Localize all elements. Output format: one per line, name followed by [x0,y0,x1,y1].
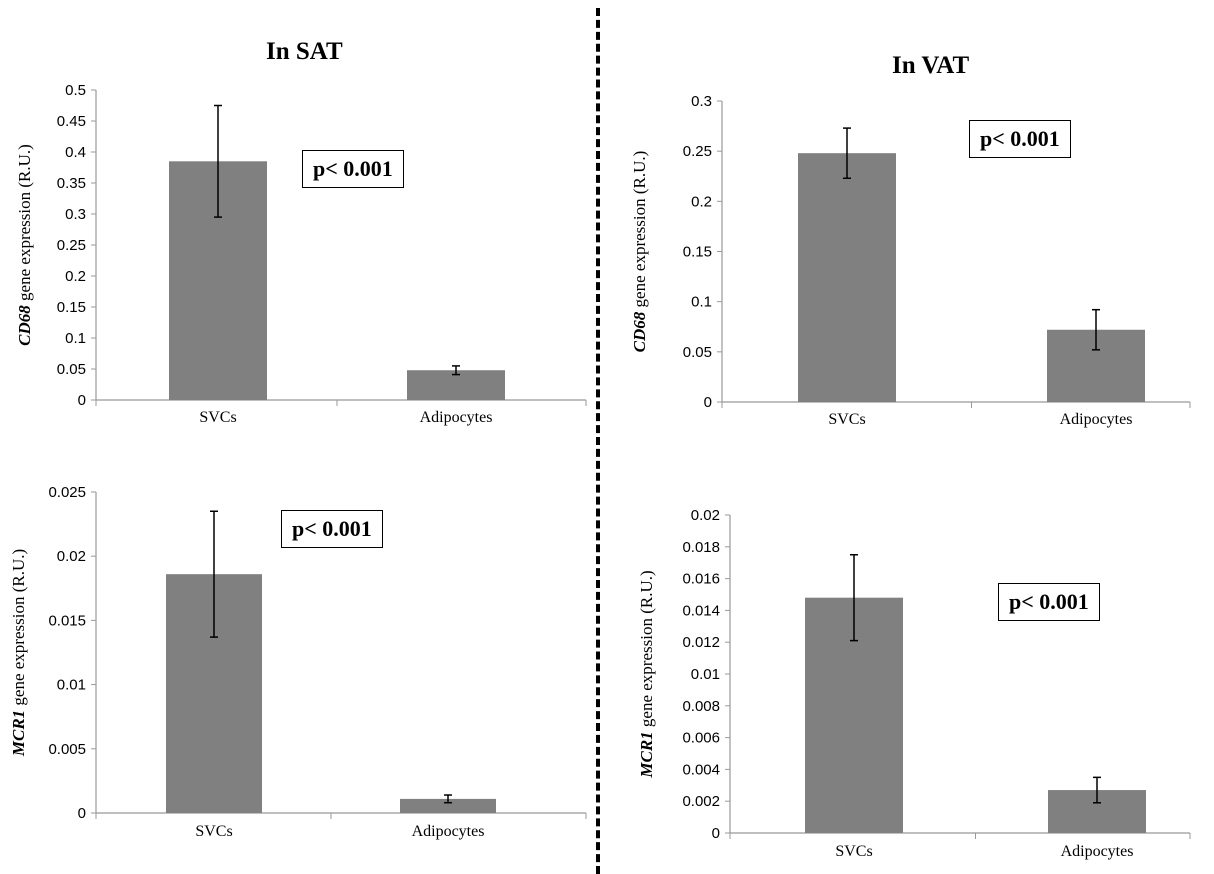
p-value-box-sat-mcr1: p< 0.001 [281,510,383,548]
y-tick-label: 0.016 [682,571,720,588]
y-tick-label: 0.45 [57,113,86,130]
y-tick-label: 0.004 [682,761,720,778]
y-tick-label: 0.018 [682,539,720,556]
y-tick-label: 0.3 [65,206,86,223]
y-tick-label: 0.35 [57,175,86,192]
y-tick-label: 0.025 [48,484,86,501]
category-label: Adipocytes [1060,411,1133,428]
y-axis-label: CD68 gene expression (R.U.) [15,144,34,346]
bar-adipocytes [400,798,496,813]
y-tick-label: 0.012 [682,634,720,651]
y-tick-label: 0 [78,805,86,822]
p-value-box-vat-cd68: p< 0.001 [969,120,1071,158]
y-tick-label: 0.3 [691,93,712,110]
y-axis-label-gene: CD68 [15,305,34,346]
y-tick-label: 0 [712,825,720,842]
y-axis-label-gene: MCR1 [9,710,28,757]
category-label: SVCs [835,843,872,860]
y-axis-label-gene: MCR1 [637,731,656,778]
y-tick-label: 0.02 [691,507,720,524]
y-tick-label: 0.05 [683,344,712,361]
y-tick-label: 0.015 [48,612,86,629]
y-axis-label-rest: gene expression (R.U.) [15,144,34,305]
y-tick-label: 0.014 [682,602,720,619]
y-axis-label-gene: CD68 [630,311,649,352]
y-tick-label: 0.25 [683,143,712,160]
category-label: SVCs [199,409,236,426]
y-axis-label-rest: gene expression (R.U.) [637,570,656,731]
y-tick-label: 0.01 [57,677,86,694]
y-tick-label: 0.1 [65,330,86,347]
y-tick-label: 0.002 [682,793,720,810]
y-axis-label-rest: gene expression (R.U.) [9,549,28,710]
y-axis-label-rest: gene expression (R.U.) [630,151,649,312]
y-tick-label: 0.15 [683,244,712,261]
y-tick-label: 0 [78,392,86,409]
y-tick-label: 0.05 [57,361,86,378]
y-axis-label: MCR1 gene expression (R.U.) [637,570,656,778]
category-label: Adipocytes [412,823,485,840]
panel-divider [596,8,600,874]
y-tick-label: 0.4 [65,144,86,161]
category-label: Adipocytes [1061,843,1134,860]
panel-title-sat: In SAT [266,38,343,65]
p-value-box-vat-mcr1: p< 0.001 [998,583,1100,621]
y-tick-label: 0.2 [65,268,86,285]
y-tick-label: 0.008 [682,698,720,715]
panel-title-vat: In VAT [892,52,970,79]
y-tick-label: 0.005 [48,741,86,758]
y-axis-label: CD68 gene expression (R.U.) [630,151,649,353]
y-tick-label: 0.25 [57,237,86,254]
category-label: SVCs [828,411,865,428]
y-tick-label: 0.2 [691,193,712,210]
y-tick-label: 0.5 [65,82,86,99]
y-tick-label: 0.15 [57,299,86,316]
y-tick-label: 0.02 [57,548,86,565]
y-tick-label: 0.006 [682,730,720,747]
y-tick-label: 0.01 [691,666,720,683]
category-label: SVCs [195,823,232,840]
p-value-box-sat-cd68: p< 0.001 [302,150,404,188]
y-tick-label: 0 [704,394,712,411]
y-tick-label: 0.1 [691,294,712,311]
y-axis-label: MCR1 gene expression (R.U.) [9,549,28,757]
bar-svcs [798,153,896,402]
category-label: Adipocytes [420,409,493,426]
